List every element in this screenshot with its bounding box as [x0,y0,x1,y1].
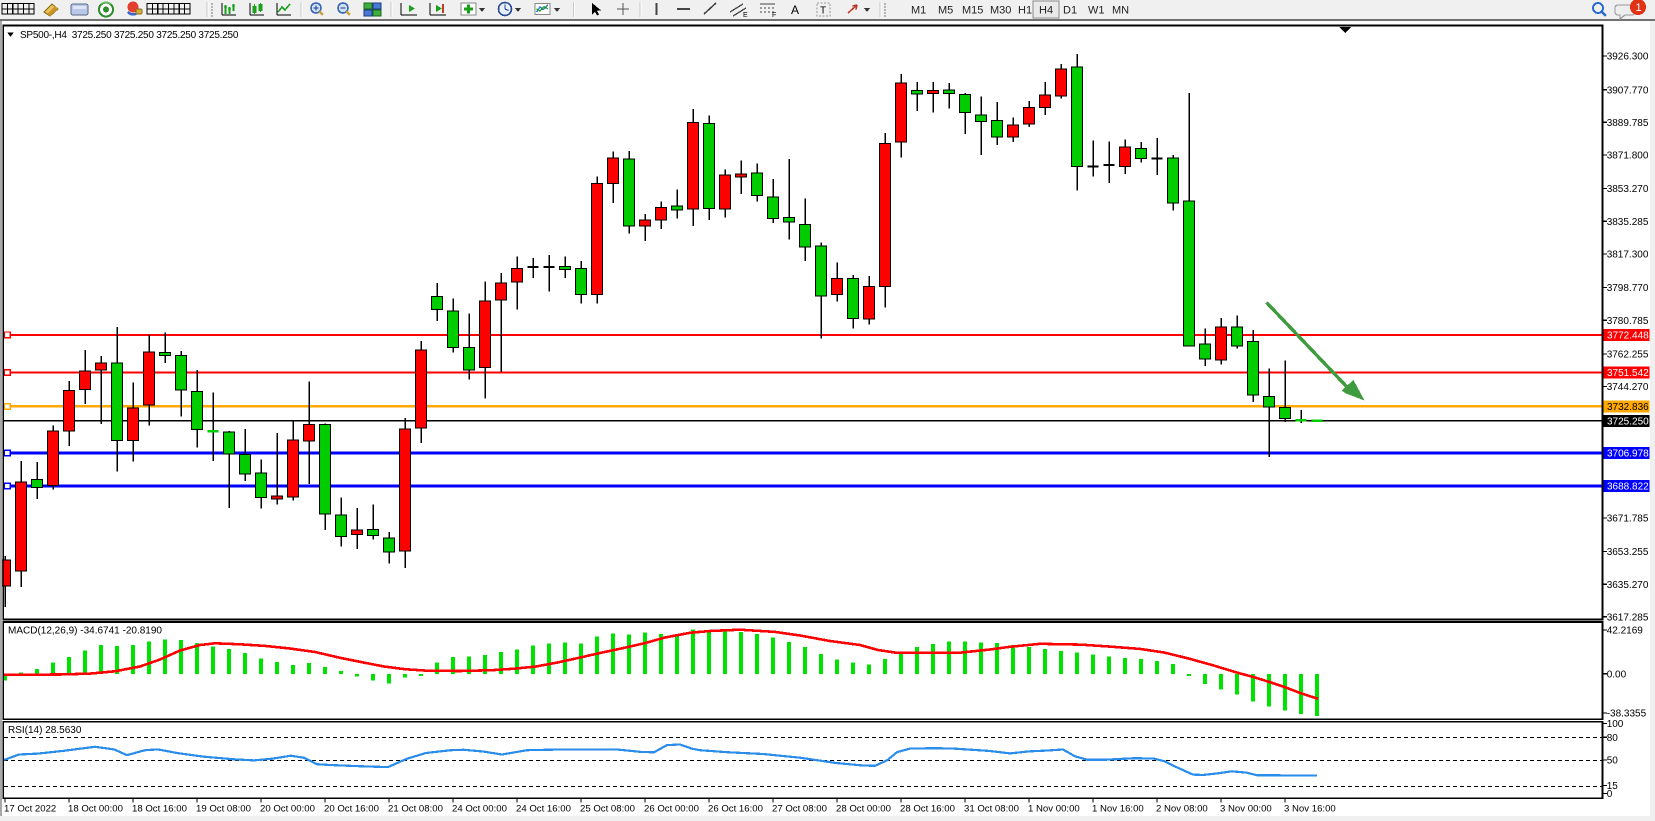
svg-text:F: F [772,12,776,19]
svg-text:H1: H1 [1018,5,1032,17]
svg-text:3 Nov 00:00: 3 Nov 00:00 [1220,804,1272,815]
svg-text:MN: MN [1112,5,1129,17]
svg-text:3751.542: 3751.542 [1607,368,1649,379]
svg-text:3835.285: 3835.285 [1607,217,1649,228]
svg-text:2 Nov 08:00: 2 Nov 08:00 [1156,804,1208,815]
svg-text:-38.3355: -38.3355 [1607,709,1647,720]
svg-text:26 Oct 16:00: 26 Oct 16:00 [708,804,763,815]
svg-text:3617.285: 3617.285 [1607,612,1649,623]
svg-text:1 Nov 00:00: 1 Nov 00:00 [1028,804,1080,815]
svg-text:28 Oct 16:00: 28 Oct 16:00 [900,804,955,815]
svg-text:24 Oct 00:00: 24 Oct 00:00 [452,804,507,815]
svg-text:H4: H4 [1039,5,1053,17]
svg-text:MACD(12,26,9) -34.6741 -20.819: MACD(12,26,9) -34.6741 -20.8190 [8,626,162,637]
svg-text:3926.300: 3926.300 [1607,52,1649,63]
svg-text:A: A [791,3,799,17]
svg-text:3732.836: 3732.836 [1607,402,1649,413]
svg-text:3798.770: 3798.770 [1607,283,1649,294]
svg-text:3817.300: 3817.300 [1607,250,1649,261]
svg-text:3871.800: 3871.800 [1607,151,1649,162]
svg-text:3671.785: 3671.785 [1607,514,1649,525]
svg-text:3907.770: 3907.770 [1607,85,1649,96]
svg-text:RSI(14) 28.5630: RSI(14) 28.5630 [8,725,82,736]
svg-text:15: 15 [1607,781,1619,792]
svg-text:28 Oct 00:00: 28 Oct 00:00 [836,804,891,815]
svg-text:M15: M15 [962,5,983,17]
svg-text:3772.448: 3772.448 [1607,330,1649,341]
svg-text:27 Oct 08:00: 27 Oct 08:00 [772,804,827,815]
svg-text:1 Nov 16:00: 1 Nov 16:00 [1092,804,1144,815]
svg-text:18 Oct 00:00: 18 Oct 00:00 [68,804,123,815]
svg-text:E: E [743,12,748,19]
svg-text:19 Oct 08:00: 19 Oct 08:00 [196,804,251,815]
svg-text:D1: D1 [1063,5,1077,17]
svg-text:17 Oct 2022: 17 Oct 2022 [4,804,56,815]
svg-text:W1: W1 [1088,5,1105,17]
svg-text:3688.822: 3688.822 [1607,482,1649,493]
svg-text:0.00: 0.00 [1607,669,1627,680]
svg-text:3635.270: 3635.270 [1607,580,1649,591]
svg-text:42.2169: 42.2169 [1607,626,1644,637]
svg-text:20 Oct 16:00: 20 Oct 16:00 [324,804,379,815]
svg-text:21 Oct 08:00: 21 Oct 08:00 [388,804,443,815]
svg-text:3 Nov 16:00: 3 Nov 16:00 [1284,804,1336,815]
svg-text:3762.255: 3762.255 [1607,350,1649,361]
svg-text:18 Oct 16:00: 18 Oct 16:00 [132,804,187,815]
svg-text:80: 80 [1607,733,1619,744]
svg-text:SP500-,H4 3725.250 3725.250 3: SP500-,H4 3725.250 3725.250 3725.250 372… [20,30,239,41]
svg-text:26 Oct 00:00: 26 Oct 00:00 [644,804,699,815]
svg-text:M5: M5 [938,5,953,17]
svg-text:25 Oct 08:00: 25 Oct 08:00 [580,804,635,815]
svg-text:24 Oct 16:00: 24 Oct 16:00 [516,804,571,815]
svg-text:0: 0 [1607,789,1613,800]
svg-text:3889.785: 3889.785 [1607,118,1649,129]
svg-text:50: 50 [1607,756,1619,767]
svg-text:1: 1 [1636,2,1642,14]
svg-text:3725.250: 3725.250 [1607,416,1649,427]
svg-text:M30: M30 [990,5,1011,17]
svg-text:20 Oct 00:00: 20 Oct 00:00 [260,804,315,815]
svg-text:3853.270: 3853.270 [1607,184,1649,195]
svg-text:3653.255: 3653.255 [1607,547,1649,558]
svg-text:3744.270: 3744.270 [1607,382,1649,393]
svg-text:3706.978: 3706.978 [1607,449,1649,460]
svg-text:M1: M1 [911,5,926,17]
svg-text:100: 100 [1607,719,1624,730]
svg-text:T: T [820,6,826,17]
svg-text:31 Oct 08:00: 31 Oct 08:00 [964,804,1019,815]
svg-text:3780.785: 3780.785 [1607,316,1649,327]
